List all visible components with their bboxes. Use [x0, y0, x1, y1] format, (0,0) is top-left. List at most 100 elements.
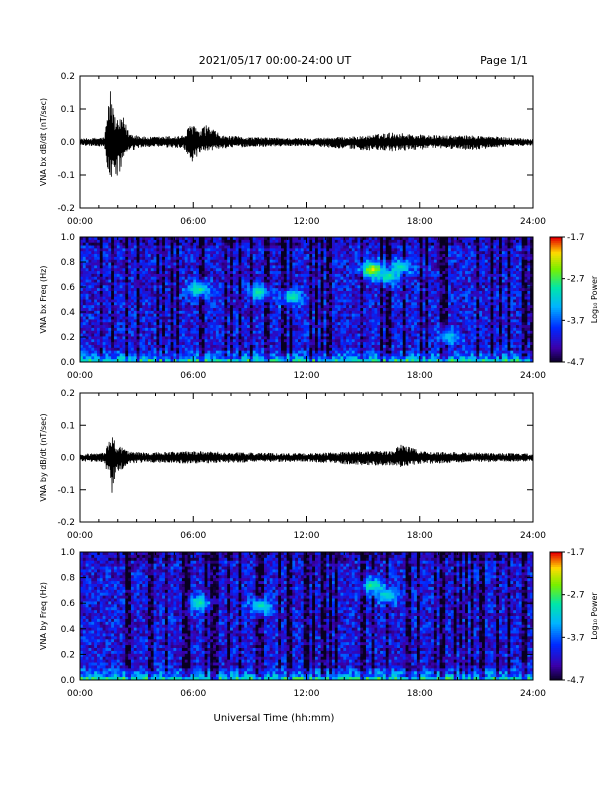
heat-cell: [264, 251, 268, 255]
heat-cell: [303, 268, 307, 272]
heat-cell: [133, 239, 138, 244]
heat-cell: [394, 299, 398, 303]
heat-cell: [125, 316, 129, 320]
heat-cell: [162, 319, 166, 323]
heat-cell: [292, 288, 296, 292]
heat-cell: [167, 285, 171, 289]
heat-cell: [337, 268, 341, 272]
heat-cell: [365, 305, 370, 309]
heat-cell: [80, 239, 84, 244]
heat-cell: [164, 347, 169, 352]
heat-cell: [139, 347, 143, 352]
heat-cell: [133, 305, 138, 309]
heat-cell: [201, 322, 205, 326]
heat-cell: [215, 344, 220, 349]
heat-cell: [213, 251, 217, 255]
heat-cell: [147, 254, 152, 258]
heat-cell: [286, 276, 290, 281]
heat-cell: [331, 322, 336, 326]
heat-cell: [261, 299, 265, 303]
heat-cell: [187, 313, 191, 317]
heat-cell: [227, 327, 231, 332]
heat-cell: [173, 293, 177, 298]
heat-cell: [292, 333, 296, 337]
heat-cell: [264, 313, 268, 317]
heat-cell: [213, 296, 217, 300]
heat-cell: [133, 273, 138, 278]
heat-cell: [232, 322, 237, 326]
heat-cell: [201, 251, 205, 255]
heat-cell: [346, 251, 350, 255]
heat-cell: [286, 285, 290, 289]
heat-cell: [88, 279, 92, 283]
heat-cell: [377, 356, 381, 360]
heat-cell: [374, 268, 378, 272]
heat-cell: [176, 265, 180, 269]
heat-cell: [351, 290, 356, 295]
heat-cell: [164, 256, 169, 261]
heat-cell: [283, 288, 288, 292]
heat-cell: [343, 256, 347, 261]
heat-cell: [300, 359, 305, 363]
heat-cell: [156, 347, 160, 352]
heat-cell: [275, 256, 279, 261]
heat-cell: [85, 347, 89, 352]
heat-cell: [80, 279, 84, 283]
heat-cell: [105, 282, 109, 286]
heat-cell: [261, 302, 265, 306]
heat-cell: [351, 251, 356, 255]
heat-cell: [255, 239, 259, 244]
heat-cell: [249, 336, 254, 340]
heat-cell: [85, 310, 89, 315]
heat-cell: [249, 302, 254, 306]
heat-cell: [238, 310, 242, 315]
heat-cell: [351, 296, 356, 300]
heat-cell: [252, 305, 256, 309]
heat-cell: [230, 299, 234, 303]
heat-cell: [91, 268, 95, 272]
heat-cell: [244, 327, 248, 332]
heat-cell: [145, 350, 149, 354]
heat-cell: [82, 359, 87, 363]
heat-cell: [125, 239, 129, 244]
heat-cell: [122, 350, 126, 354]
heat-cell: [85, 356, 89, 360]
heat-cell: [167, 271, 171, 275]
heat-cell: [368, 290, 373, 295]
heat-cell: [249, 251, 254, 255]
heat-cell: [351, 288, 356, 292]
heat-cell: [221, 271, 225, 275]
heat-cell: [113, 313, 118, 317]
heat-cell: [196, 296, 200, 300]
heat-cell: [224, 359, 228, 363]
heat-cell: [241, 242, 245, 246]
heat-cell: [139, 271, 143, 275]
heat-cell: [286, 344, 290, 349]
heat-cell: [309, 276, 313, 281]
heat-cell: [111, 310, 115, 315]
heat-cell: [351, 273, 356, 278]
heat-cell: [283, 347, 288, 352]
heat-cell: [204, 242, 208, 246]
heat-cell: [232, 242, 237, 246]
heat-cell: [156, 276, 160, 281]
heat-cell: [281, 288, 285, 292]
heat-cell: [348, 356, 353, 360]
heat-cell: [278, 273, 282, 278]
heat-cell: [309, 305, 313, 309]
heat-cell: [264, 310, 268, 315]
heat-cell: [286, 342, 290, 346]
heat-cell: [201, 285, 205, 289]
heat-cell: [295, 248, 299, 252]
heat-cell: [224, 302, 228, 306]
heat-cell: [181, 299, 186, 303]
heat-cell: [346, 347, 350, 352]
heat-cell: [238, 268, 242, 272]
heat-cell: [329, 239, 333, 244]
heat-cell: [136, 262, 140, 266]
heat-cell: [244, 322, 248, 326]
heat-cell: [198, 322, 203, 326]
heat-cell: [286, 288, 290, 292]
heat-cell: [312, 293, 316, 298]
heat-cell: [218, 271, 222, 275]
